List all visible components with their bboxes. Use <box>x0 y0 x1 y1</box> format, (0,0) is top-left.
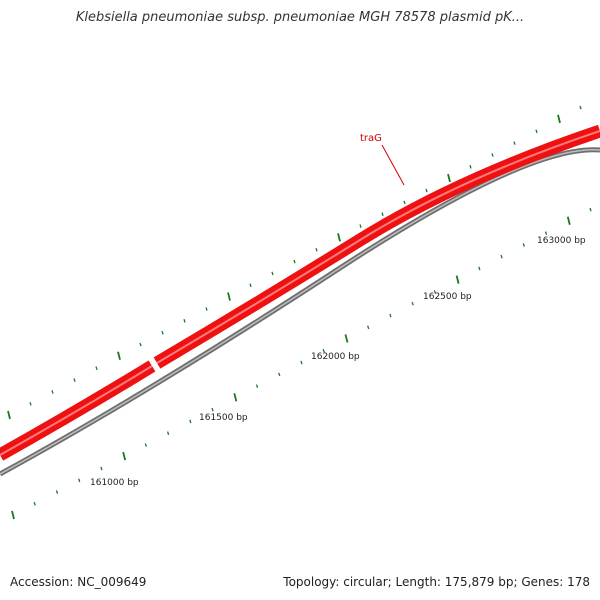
outer-scale-tick <box>381 212 384 217</box>
scale-label-162000: 162000 bp <box>311 352 360 362</box>
inner-scale-tick <box>500 254 503 259</box>
inner-scale-tick <box>233 393 238 402</box>
map-title: Klebsiella pneumoniae subsp. pneumoniae … <box>75 10 525 25</box>
inner-scale-tick <box>255 384 259 388</box>
outer-scale-tick <box>95 366 98 371</box>
outer-scale-tick <box>337 233 341 242</box>
scale-label-161500: 161500 bp <box>199 413 248 423</box>
outer-scale-tick <box>161 330 164 335</box>
inner-scale-tick <box>122 451 127 461</box>
scale-label-162500: 162500 bp <box>423 292 472 302</box>
inner-scale-tick <box>100 466 103 471</box>
inner-scale-tick <box>344 334 349 343</box>
outer-scale-tick <box>403 200 406 205</box>
inner-scale-tick <box>55 490 59 494</box>
outer-scale-tick <box>579 105 582 110</box>
inner-scale-tick <box>211 407 214 412</box>
outer-tick-row <box>7 105 582 420</box>
inner-scale-tick <box>322 349 325 353</box>
gene-arc-traG[interactable] <box>153 124 600 369</box>
inner-scale-tick <box>300 360 303 365</box>
outer-scale-tick <box>183 319 186 323</box>
outer-scale-tick <box>139 342 142 347</box>
plasmid-backbone <box>0 147 600 477</box>
outer-scale-tick <box>535 129 538 134</box>
outer-scale-tick <box>227 292 231 301</box>
scale-label-163000: 163000 bp <box>537 236 586 246</box>
inner-scale-tick <box>33 502 36 506</box>
outer-scale-tick <box>447 173 451 183</box>
inner-scale-tick <box>522 243 525 247</box>
outer-scale-tick <box>491 153 494 157</box>
outer-scale-tick <box>557 114 561 124</box>
inner-tick-row <box>11 207 592 520</box>
gene-label-leader <box>381 144 405 186</box>
outer-scale-tick <box>249 283 252 288</box>
inner-scale-tick <box>78 478 81 483</box>
inner-scale-tick <box>11 510 15 520</box>
outer-scale-tick <box>513 141 516 145</box>
outer-scale-tick <box>425 188 428 193</box>
accession-text: Accession: NC_009649 <box>10 575 147 589</box>
outer-scale-tick <box>271 271 274 276</box>
inner-scale-tick <box>566 216 571 225</box>
inner-scale-tick <box>367 325 370 330</box>
inner-scale-tick <box>411 301 414 306</box>
summary-text: Topology: circular; Length: 175,879 bp; … <box>283 575 590 589</box>
inner-scale-tick <box>433 290 437 294</box>
outer-scale-tick <box>315 247 318 252</box>
inner-scale-tick <box>455 275 460 284</box>
outer-scale-tick <box>117 351 121 360</box>
inner-scale-tick <box>278 372 281 377</box>
outer-scale-tick <box>293 259 296 264</box>
inner-scale-tick <box>544 231 548 235</box>
outer-scale-tick <box>359 224 362 228</box>
inner-scale-tick <box>589 207 592 212</box>
inner-scale-tick <box>189 419 192 424</box>
gene-label-traG[interactable]: traG <box>360 133 382 144</box>
scale-label-161000: 161000 bp <box>90 478 139 488</box>
inner-scale-tick <box>389 313 392 318</box>
outer-scale-tick <box>51 390 54 394</box>
outer-scale-tick <box>469 165 472 169</box>
inner-scale-tick <box>144 443 148 447</box>
outer-scale-tick <box>205 307 208 311</box>
inner-scale-tick <box>478 266 481 271</box>
outer-scale-tick <box>29 401 32 406</box>
outer-scale-tick <box>73 378 76 382</box>
inner-scale-tick <box>166 431 170 436</box>
outer-scale-tick <box>7 410 11 420</box>
